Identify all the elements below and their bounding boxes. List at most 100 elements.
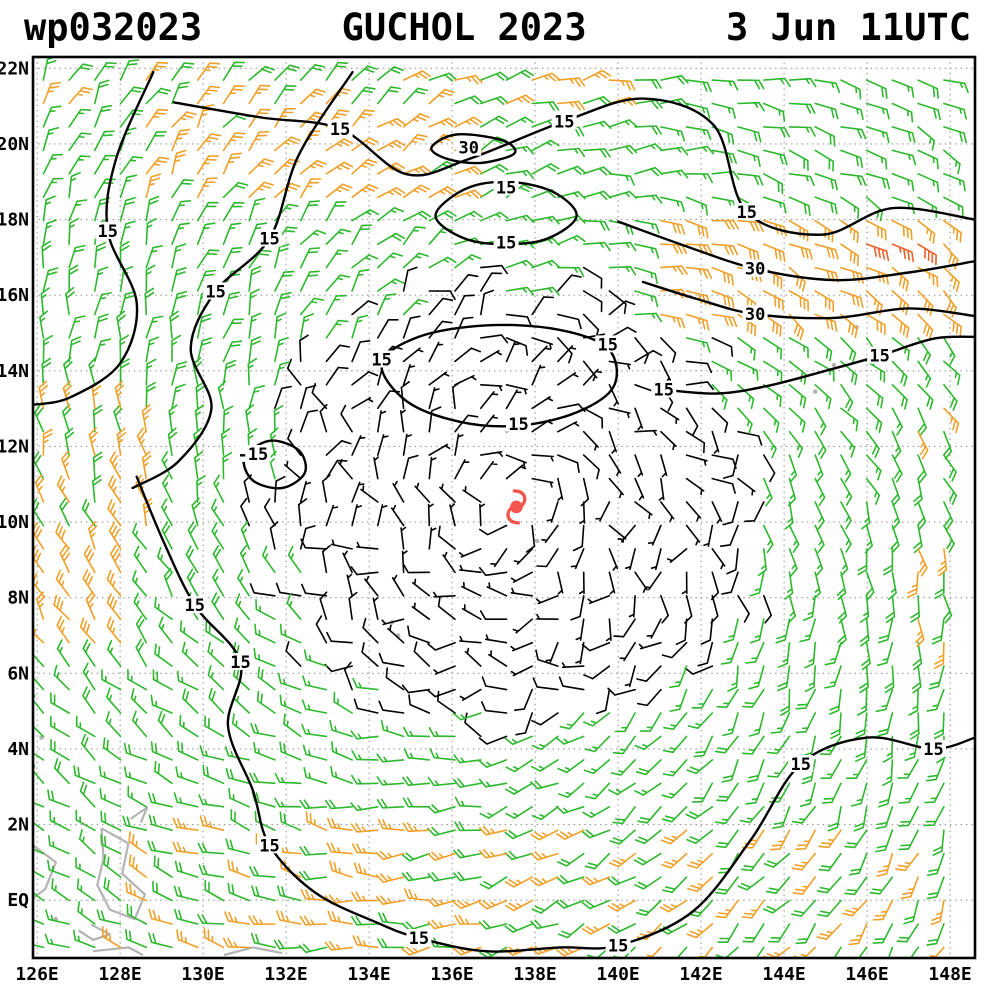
- contour-label: 15: [496, 178, 516, 198]
- contour-label-bg: [651, 380, 677, 398]
- contour-label: 15: [554, 112, 574, 132]
- island-dot: [535, 538, 540, 544]
- coastline: [33, 844, 57, 900]
- contour-label: 15: [496, 233, 516, 253]
- contour-label-bg: [551, 112, 577, 130]
- x-tick-label: 138E: [513, 964, 556, 985]
- island-dot: [831, 362, 837, 368]
- contour-label: 30: [458, 139, 478, 159]
- contour-label: 15: [869, 347, 889, 367]
- wind-barb-path: [240, 264, 776, 745]
- y-tick-label: 14N: [0, 361, 29, 382]
- contour-label-bg: [95, 221, 121, 239]
- coastline: [223, 946, 283, 957]
- contour-label-bg: [182, 596, 208, 614]
- y-tick-label: EQ: [7, 890, 29, 911]
- contour-label: 15: [259, 230, 279, 250]
- contour-label-bg: [235, 445, 271, 462]
- contour-label-bg: [921, 739, 946, 757]
- contour-label-bg: [867, 346, 893, 364]
- contour-label-bg: [788, 755, 814, 772]
- contour-label: 15: [230, 653, 250, 673]
- coastline: [78, 923, 111, 941]
- contour-label-bg: [734, 203, 760, 220]
- coastline-layer: [33, 325, 859, 957]
- contour-line: [242, 439, 308, 490]
- contour-label-bg: [595, 335, 621, 353]
- contour-label: 15: [97, 222, 117, 242]
- y-tick-label: 12N: [0, 436, 29, 457]
- contour-line: [380, 323, 619, 428]
- x-tick-label: 134E: [347, 964, 390, 985]
- contour-line: [430, 133, 517, 165]
- contour-line: [616, 220, 975, 282]
- contour-label-bg: [493, 178, 519, 196]
- y-tick-label: 8N: [7, 588, 29, 609]
- y-tick-label: 6N: [7, 663, 29, 684]
- contour-label: 15: [259, 836, 279, 856]
- contour-label: 30: [745, 260, 765, 280]
- contour-label-bg: [203, 282, 229, 300]
- contour-label-bg: [369, 350, 395, 368]
- y-tick-label: 2N: [7, 815, 29, 836]
- contour-label-bg: [605, 936, 631, 954]
- contour-label-bg: [493, 233, 519, 251]
- contour-label: 15: [409, 929, 429, 949]
- x-tick-label: 148E: [928, 964, 971, 985]
- contour-label-bg: [456, 138, 482, 156]
- x-tick-label: 136E: [430, 964, 473, 985]
- title-bar: wp032023 GUCHOL 2023 3 Jun 11UTC: [0, 0, 987, 57]
- x-tick-label: 128E: [98, 964, 141, 985]
- contour-label: 15: [185, 596, 205, 616]
- contour-label: 15: [923, 740, 943, 760]
- x-tick-label: 142E: [679, 964, 722, 985]
- coastline: [129, 806, 149, 824]
- contour-label: 15: [790, 755, 810, 775]
- x-tick-label: 126E: [15, 964, 58, 985]
- contour-label-bg: [742, 259, 768, 277]
- contour-label: 15: [508, 415, 528, 435]
- contour-labels-layer: 15 15 15 15 30 15 15 15 15 30 30 15 15 15 15 15 -15 15 15 1…: [95, 112, 946, 957]
- wind-barb-path: [33, 61, 962, 958]
- y-tick-label: 4N: [7, 739, 29, 760]
- contour-label: 15: [330, 120, 350, 140]
- y-tick-label: 10N: [0, 512, 29, 533]
- contour-label-bg: [406, 929, 432, 946]
- contour-line: [662, 335, 975, 395]
- contour-label: 30: [745, 305, 765, 325]
- contour-line: [131, 70, 354, 490]
- contour-label: 15: [597, 335, 617, 355]
- y-tick-label: 18N: [0, 210, 29, 231]
- contour-label-bg: [327, 119, 353, 137]
- x-tick-label: 132E: [264, 964, 307, 985]
- x-tick-label: 144E: [762, 964, 805, 985]
- contour-label-bg: [228, 653, 253, 670]
- y-tick-label: 22N: [0, 58, 29, 79]
- coastline: [93, 946, 144, 956]
- contour-label: 15: [737, 203, 757, 223]
- contour-line: [33, 70, 155, 406]
- contour-label-bg: [742, 305, 768, 323]
- axis-labels-layer: 126E 128E 130E 132E 134E 136E 138E 140E 142E 144E…: [0, 58, 972, 985]
- storm-id: wp032023: [24, 6, 203, 49]
- island-dot: [813, 389, 818, 394]
- contour-label: 15: [608, 937, 628, 957]
- contour-label: -15: [238, 445, 269, 465]
- tropical-cyclone-icon: [506, 489, 527, 525]
- chart-datetime: 3 Jun 11UTC: [725, 6, 971, 49]
- contour-label-bg: [257, 836, 282, 854]
- y-tick-label: 16N: [0, 285, 29, 306]
- chart-title: GUCHOL 2023: [341, 6, 587, 49]
- contour-label-bg: [257, 229, 282, 247]
- contour-label-bg: [506, 414, 531, 432]
- contour-label: 15: [371, 351, 391, 371]
- y-tick-label: 20N: [0, 134, 29, 155]
- contour-label: 15: [654, 381, 674, 401]
- x-tick-label: 146E: [845, 964, 888, 985]
- contour-label: 15: [205, 282, 225, 302]
- plot-border: [31, 55, 977, 960]
- contour-line: [434, 180, 578, 246]
- x-tick-label: 130E: [181, 964, 224, 985]
- wind-barb-path: [865, 243, 937, 266]
